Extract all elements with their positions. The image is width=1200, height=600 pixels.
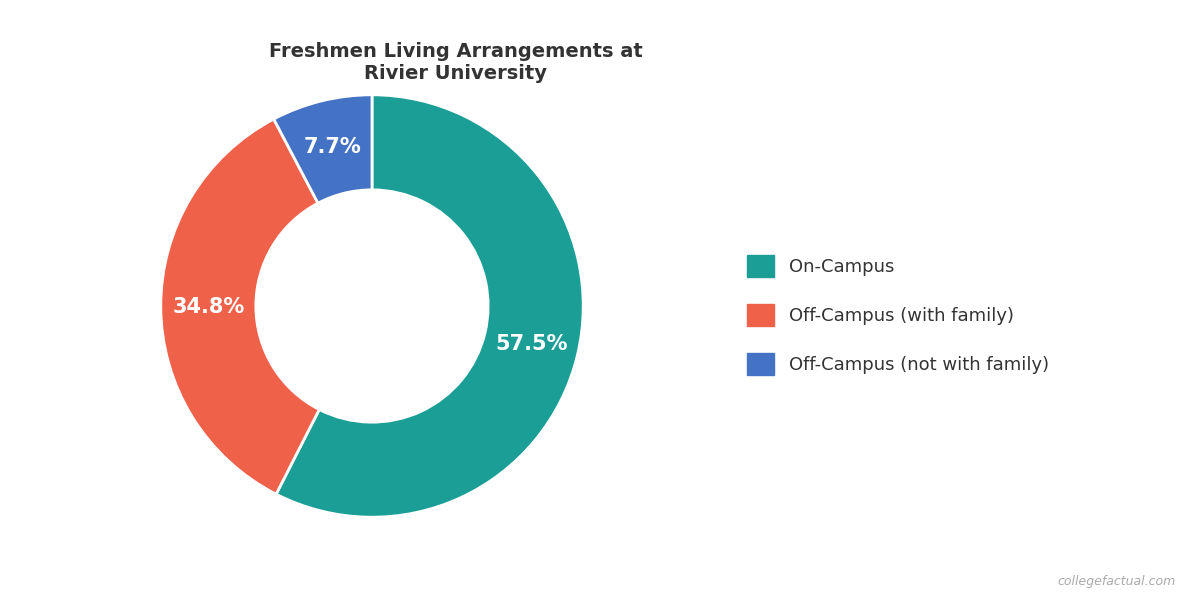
Text: collegefactual.com: collegefactual.com — [1057, 575, 1176, 588]
Text: 34.8%: 34.8% — [172, 297, 245, 317]
Text: Freshmen Living Arrangements at
Rivier University: Freshmen Living Arrangements at Rivier U… — [269, 42, 643, 83]
Text: 57.5%: 57.5% — [494, 334, 568, 354]
Legend: On-Campus, Off-Campus (with family), Off-Campus (not with family): On-Campus, Off-Campus (with family), Off… — [730, 237, 1067, 393]
Text: 7.7%: 7.7% — [304, 137, 361, 157]
Wedge shape — [161, 119, 319, 494]
Wedge shape — [276, 95, 583, 517]
Wedge shape — [274, 95, 372, 203]
